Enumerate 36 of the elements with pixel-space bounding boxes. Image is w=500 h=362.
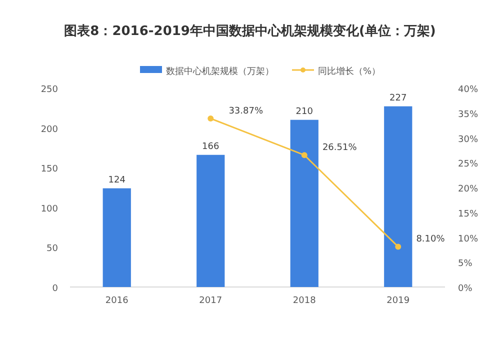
data-label: 124	[108, 175, 126, 186]
bar	[384, 106, 412, 287]
y-tick-label: 250	[40, 85, 58, 95]
data-label: 8.10%	[416, 234, 446, 245]
y2-tick-label: 35%	[458, 110, 478, 120]
data-label: 26.51%	[322, 143, 358, 154]
bar	[102, 188, 131, 287]
y-tick-label: 150	[40, 164, 58, 175]
y-tick-label: 50	[46, 244, 58, 254]
x-tick-label: 2018	[292, 296, 316, 306]
y2-tick-label: 25%	[458, 160, 478, 170]
bar	[290, 120, 318, 287]
point	[395, 244, 402, 250]
bar	[196, 154, 225, 287]
y2-tick-label: 15%	[458, 209, 478, 220]
data-label: 227	[390, 93, 407, 104]
y2-tick-label: 10%	[458, 234, 478, 244]
y-tick-label: 100	[40, 204, 58, 214]
legend-label: 数据中心机架规模（万架）	[166, 66, 274, 77]
data-label: 166	[202, 142, 220, 152]
y2-tick-label: 40%	[458, 85, 478, 95]
legend-label: 同比增长（%）	[318, 66, 381, 77]
y2-tick-label: 0%	[458, 284, 473, 294]
y-tick-label: 200	[40, 124, 58, 135]
x-tick-label: 2016	[105, 296, 129, 306]
y2-tick-label: 30%	[458, 134, 478, 145]
data-label: 33.87%	[228, 106, 264, 116]
y2-tick-label: 5%	[458, 259, 473, 270]
point	[208, 115, 214, 122]
point	[301, 152, 308, 158]
x-tick-label: 2017	[199, 296, 222, 306]
x-tick-label: 2019	[386, 296, 410, 306]
y2-tick-label: 20%	[458, 184, 478, 194]
data-label: 210	[296, 106, 314, 117]
y-tick-label: 0	[52, 284, 58, 294]
chart-title: 图表8：2016-2019年中国数据中心机架规模变化(单位：万架)	[64, 23, 436, 39]
